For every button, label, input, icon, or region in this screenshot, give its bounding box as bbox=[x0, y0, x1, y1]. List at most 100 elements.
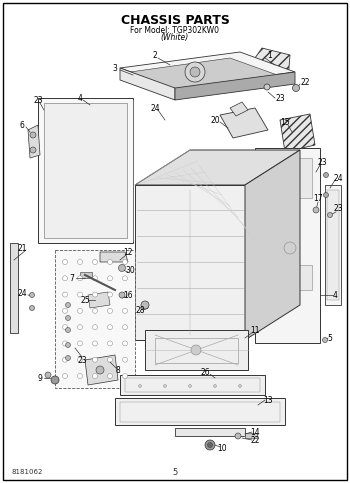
Text: 24: 24 bbox=[333, 173, 343, 183]
Circle shape bbox=[139, 384, 141, 387]
Circle shape bbox=[92, 341, 98, 346]
Circle shape bbox=[92, 373, 98, 379]
Text: 24: 24 bbox=[17, 288, 27, 298]
Circle shape bbox=[92, 325, 98, 329]
Circle shape bbox=[65, 327, 70, 332]
Text: 8: 8 bbox=[116, 366, 120, 374]
Circle shape bbox=[92, 357, 98, 362]
Text: 11: 11 bbox=[250, 326, 260, 335]
Polygon shape bbox=[230, 102, 248, 116]
Circle shape bbox=[77, 325, 83, 329]
Circle shape bbox=[92, 276, 98, 281]
Text: 3: 3 bbox=[113, 63, 118, 72]
Circle shape bbox=[185, 62, 205, 82]
Polygon shape bbox=[100, 252, 128, 262]
Polygon shape bbox=[175, 428, 245, 436]
Text: For Model: TGP302KW0: For Model: TGP302KW0 bbox=[131, 26, 219, 35]
Text: 12: 12 bbox=[123, 247, 133, 256]
Polygon shape bbox=[280, 114, 315, 152]
Circle shape bbox=[214, 384, 217, 387]
Text: 16: 16 bbox=[123, 290, 133, 299]
Circle shape bbox=[45, 372, 51, 378]
Text: 21: 21 bbox=[17, 243, 27, 253]
Polygon shape bbox=[245, 150, 300, 340]
Text: 15: 15 bbox=[280, 117, 290, 127]
Circle shape bbox=[30, 147, 36, 153]
Text: 26: 26 bbox=[200, 368, 210, 377]
Polygon shape bbox=[255, 48, 290, 85]
Circle shape bbox=[77, 259, 83, 265]
Text: 20: 20 bbox=[210, 115, 220, 125]
Circle shape bbox=[141, 301, 149, 309]
Circle shape bbox=[107, 292, 112, 297]
Bar bbox=[262, 265, 312, 290]
Circle shape bbox=[92, 259, 98, 265]
Circle shape bbox=[191, 345, 201, 355]
Circle shape bbox=[77, 357, 83, 362]
Text: 14: 14 bbox=[250, 427, 260, 437]
Bar bbox=[255, 148, 320, 343]
Circle shape bbox=[208, 442, 212, 448]
Circle shape bbox=[63, 325, 68, 329]
Circle shape bbox=[163, 384, 167, 387]
Polygon shape bbox=[175, 72, 295, 100]
Circle shape bbox=[323, 193, 329, 198]
Bar bbox=[325, 185, 341, 305]
Circle shape bbox=[328, 213, 332, 217]
Text: 4: 4 bbox=[78, 94, 83, 102]
Circle shape bbox=[65, 302, 70, 308]
Circle shape bbox=[107, 308, 112, 313]
Text: 17: 17 bbox=[313, 194, 323, 202]
Circle shape bbox=[107, 357, 112, 362]
Text: 7: 7 bbox=[70, 273, 75, 283]
Text: 10: 10 bbox=[217, 443, 227, 453]
Text: 2: 2 bbox=[153, 51, 158, 59]
Text: 25: 25 bbox=[80, 296, 90, 304]
Text: 5: 5 bbox=[328, 333, 332, 342]
Circle shape bbox=[65, 342, 70, 347]
Bar bbox=[327, 190, 339, 300]
Circle shape bbox=[92, 308, 98, 313]
Polygon shape bbox=[85, 355, 118, 385]
Polygon shape bbox=[135, 185, 245, 340]
Bar bbox=[80, 272, 92, 278]
Text: 9: 9 bbox=[37, 373, 42, 383]
Circle shape bbox=[122, 308, 127, 313]
Text: 23: 23 bbox=[317, 157, 327, 167]
Bar bbox=[38, 98, 133, 243]
Circle shape bbox=[122, 276, 127, 281]
Circle shape bbox=[51, 376, 59, 384]
Circle shape bbox=[77, 292, 83, 297]
Circle shape bbox=[122, 325, 127, 329]
Bar bbox=[245, 433, 257, 438]
Circle shape bbox=[119, 292, 125, 298]
Circle shape bbox=[63, 373, 68, 379]
Text: 4: 4 bbox=[332, 290, 337, 299]
Circle shape bbox=[122, 292, 127, 297]
Bar bbox=[262, 158, 312, 198]
Text: 5: 5 bbox=[172, 468, 177, 477]
Circle shape bbox=[189, 384, 191, 387]
Polygon shape bbox=[115, 398, 285, 425]
Text: (White): (White) bbox=[161, 33, 189, 42]
Circle shape bbox=[293, 85, 300, 91]
Circle shape bbox=[63, 341, 68, 346]
Circle shape bbox=[29, 306, 35, 311]
Circle shape bbox=[77, 308, 83, 313]
Text: 13: 13 bbox=[263, 396, 273, 404]
Polygon shape bbox=[120, 68, 175, 100]
Text: 22: 22 bbox=[250, 436, 260, 444]
Text: 1: 1 bbox=[268, 51, 272, 59]
Text: 23: 23 bbox=[275, 94, 285, 102]
Circle shape bbox=[96, 366, 104, 374]
Circle shape bbox=[235, 433, 241, 439]
Circle shape bbox=[107, 259, 112, 265]
Circle shape bbox=[92, 292, 98, 297]
Circle shape bbox=[122, 259, 127, 265]
Circle shape bbox=[77, 341, 83, 346]
Circle shape bbox=[77, 276, 83, 281]
Text: 24: 24 bbox=[150, 103, 160, 113]
Text: 30: 30 bbox=[125, 266, 135, 274]
Circle shape bbox=[122, 357, 127, 362]
Circle shape bbox=[264, 84, 270, 90]
